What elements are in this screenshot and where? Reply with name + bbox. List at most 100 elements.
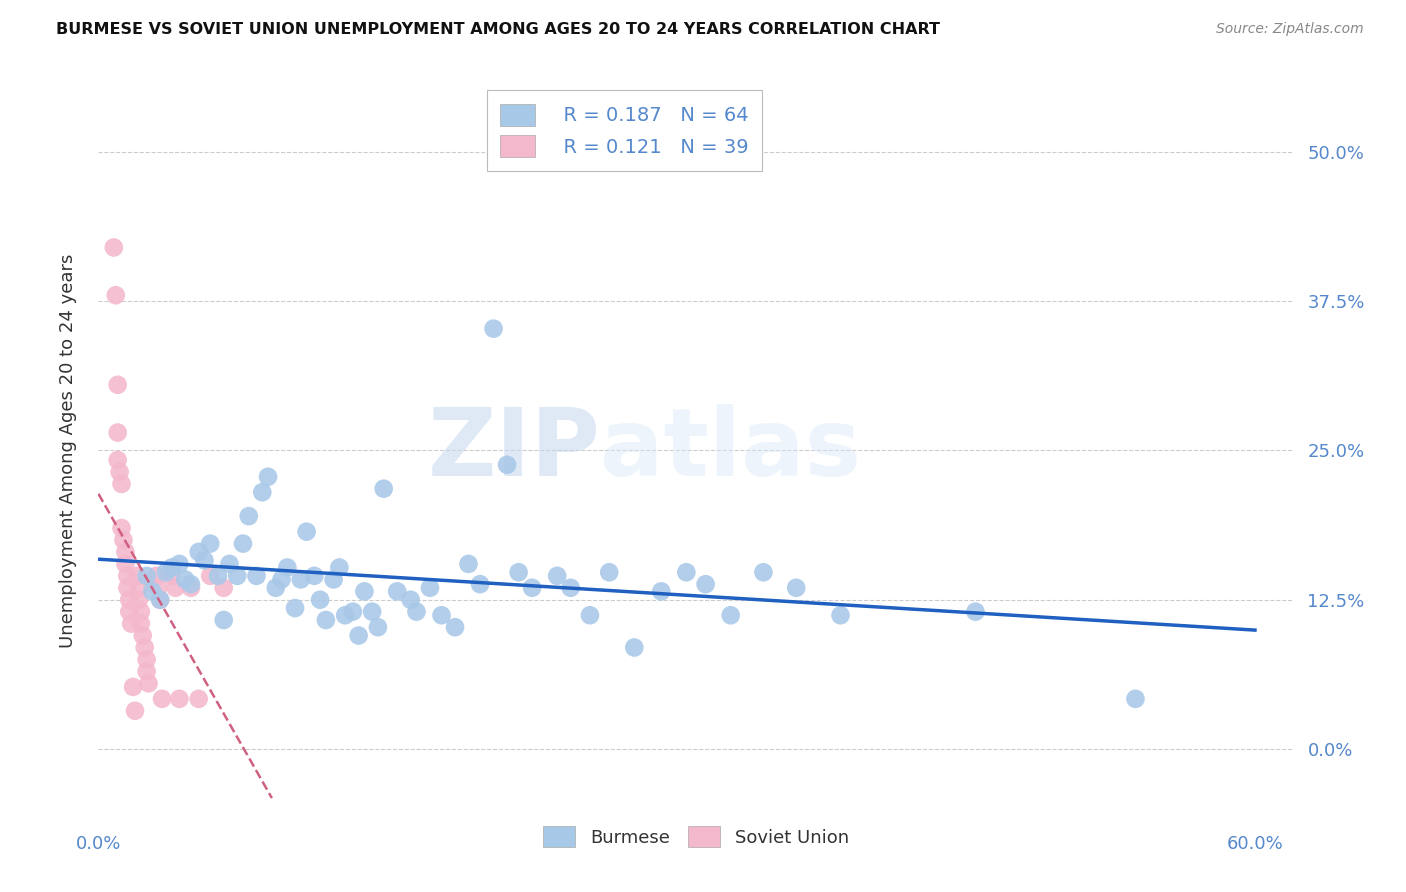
Point bbox=[200, 569, 222, 583]
Point bbox=[117, 581, 139, 595]
Point bbox=[264, 581, 287, 595]
Point bbox=[165, 581, 187, 595]
Point bbox=[965, 605, 987, 619]
Point bbox=[304, 569, 326, 583]
Point bbox=[187, 545, 209, 559]
Point bbox=[103, 240, 125, 254]
Point bbox=[695, 577, 717, 591]
Point bbox=[135, 665, 157, 679]
Point bbox=[353, 584, 375, 599]
Point bbox=[270, 573, 292, 587]
Point bbox=[623, 640, 645, 655]
Point bbox=[187, 691, 209, 706]
Point bbox=[112, 533, 135, 547]
Point bbox=[328, 560, 350, 574]
Point bbox=[720, 608, 742, 623]
Point bbox=[117, 569, 139, 583]
Point bbox=[399, 592, 422, 607]
Point bbox=[238, 509, 260, 524]
Point bbox=[110, 476, 132, 491]
Point bbox=[785, 581, 807, 595]
Point bbox=[124, 704, 146, 718]
Point bbox=[560, 581, 582, 595]
Point bbox=[145, 569, 167, 583]
Point bbox=[135, 652, 157, 666]
Point bbox=[468, 577, 491, 591]
Point bbox=[149, 592, 172, 607]
Point bbox=[118, 605, 141, 619]
Point bbox=[174, 573, 197, 587]
Point bbox=[169, 557, 191, 571]
Point bbox=[496, 458, 519, 472]
Point bbox=[361, 605, 384, 619]
Point bbox=[129, 616, 152, 631]
Point bbox=[180, 581, 202, 595]
Point bbox=[138, 676, 160, 690]
Point bbox=[120, 616, 142, 631]
Point bbox=[457, 557, 479, 571]
Point bbox=[830, 608, 852, 623]
Point bbox=[160, 560, 183, 574]
Point bbox=[149, 592, 172, 607]
Point bbox=[245, 569, 267, 583]
Text: Source: ZipAtlas.com: Source: ZipAtlas.com bbox=[1216, 22, 1364, 37]
Point bbox=[218, 557, 240, 571]
Point bbox=[114, 557, 136, 571]
Point bbox=[579, 608, 602, 623]
Point bbox=[104, 288, 127, 302]
Point bbox=[342, 605, 364, 619]
Point bbox=[135, 569, 157, 583]
Point bbox=[212, 613, 235, 627]
Point bbox=[385, 584, 409, 599]
Point bbox=[675, 566, 697, 580]
Point bbox=[207, 569, 229, 583]
Point bbox=[347, 629, 370, 643]
Point bbox=[110, 521, 132, 535]
Point bbox=[405, 605, 427, 619]
Point bbox=[128, 581, 150, 595]
Point bbox=[508, 566, 530, 580]
Point bbox=[125, 569, 148, 583]
Point bbox=[322, 573, 344, 587]
Point bbox=[284, 601, 307, 615]
Point bbox=[148, 581, 170, 595]
Legend: Burmese, Soviet Union: Burmese, Soviet Union bbox=[534, 817, 858, 856]
Point bbox=[169, 691, 191, 706]
Point bbox=[315, 613, 337, 627]
Point bbox=[226, 569, 249, 583]
Point bbox=[520, 581, 543, 595]
Point bbox=[108, 465, 131, 479]
Point bbox=[107, 425, 129, 440]
Point bbox=[212, 581, 235, 595]
Point bbox=[650, 584, 672, 599]
Point bbox=[598, 566, 620, 580]
Point bbox=[752, 566, 775, 580]
Point bbox=[367, 620, 389, 634]
Point bbox=[114, 545, 136, 559]
Point bbox=[276, 560, 298, 574]
Point bbox=[444, 620, 467, 634]
Point bbox=[160, 569, 183, 583]
Point bbox=[150, 691, 173, 706]
Point bbox=[155, 566, 177, 580]
Point bbox=[118, 592, 141, 607]
Point bbox=[129, 605, 152, 619]
Point bbox=[180, 577, 202, 591]
Point bbox=[546, 569, 568, 583]
Point bbox=[290, 573, 312, 587]
Point bbox=[232, 536, 254, 550]
Point bbox=[107, 453, 129, 467]
Text: ZIP: ZIP bbox=[427, 404, 600, 497]
Point bbox=[257, 469, 280, 483]
Text: atlas: atlas bbox=[600, 404, 862, 497]
Point bbox=[252, 485, 274, 500]
Point bbox=[482, 321, 505, 335]
Text: BURMESE VS SOVIET UNION UNEMPLOYMENT AMONG AGES 20 TO 24 YEARS CORRELATION CHART: BURMESE VS SOVIET UNION UNEMPLOYMENT AMO… bbox=[56, 22, 941, 37]
Point bbox=[141, 584, 163, 599]
Point bbox=[193, 553, 215, 567]
Y-axis label: Unemployment Among Ages 20 to 24 years: Unemployment Among Ages 20 to 24 years bbox=[59, 253, 77, 648]
Point bbox=[333, 608, 356, 623]
Point bbox=[1125, 691, 1147, 706]
Point bbox=[122, 680, 145, 694]
Point bbox=[134, 640, 156, 655]
